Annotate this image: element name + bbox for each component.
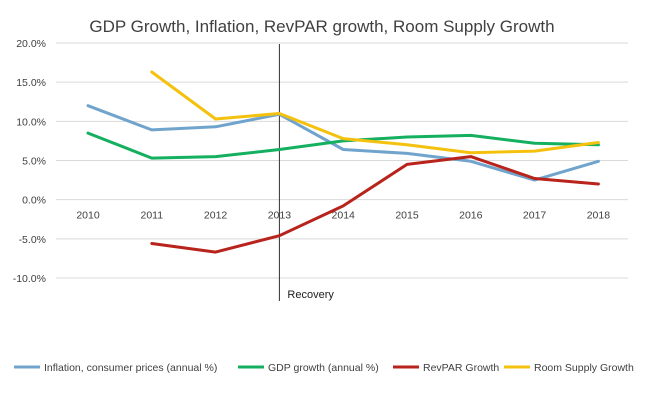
x-tick-label: 2010: [76, 210, 100, 222]
series-lines: [86, 70, 600, 254]
legend-label: Room Supply Growth: [534, 362, 634, 374]
series-line-1: [86, 104, 600, 182]
y-tick-label: 20.0%: [16, 38, 46, 50]
legend-label: RevPAR Growth: [423, 362, 499, 374]
series-line-4: [150, 70, 600, 155]
y-tick-label: 15.0%: [16, 77, 46, 89]
x-tick-label: 2012: [204, 210, 228, 222]
legend: Inflation, consumer prices (annual %) GDP…: [14, 362, 634, 374]
y-tick-label: 0.0%: [22, 195, 46, 207]
annotations: Recovery: [278, 44, 334, 301]
legend-label: Inflation, consumer prices (annual %): [44, 362, 217, 374]
x-tick-label: 2014: [332, 210, 356, 222]
x-tick-label: 2017: [523, 210, 547, 222]
y-tick-label: 10.0%: [16, 116, 46, 128]
gridlines: [56, 42, 628, 279]
y-tick-label: -5.0%: [19, 234, 46, 246]
chart-title: GDP Growth, Inflation, RevPAR growth, Ro…: [89, 17, 554, 36]
y-tick-label: 5.0%: [22, 156, 46, 168]
recovery-annotation: Recovery: [287, 289, 334, 301]
x-tick-label: 2011: [141, 210, 164, 222]
x-axis-tick-labels: 2010 2011 2012 2013 2014 2015 2016 2017 2018: [76, 210, 610, 222]
x-tick-label: 2015: [395, 210, 419, 222]
x-tick-label: 2016: [459, 210, 483, 222]
series-line-2: [86, 131, 600, 160]
y-axis-tick-labels: 20.0% 15.0% 10.0% 5.0% 0.0% -5.0% -10.0%: [13, 38, 46, 285]
y-tick-label: -10.0%: [13, 273, 46, 285]
x-tick-label: 2018: [587, 210, 611, 222]
legend-label: GDP growth (annual %): [268, 362, 379, 374]
series-line-3: [150, 155, 600, 254]
